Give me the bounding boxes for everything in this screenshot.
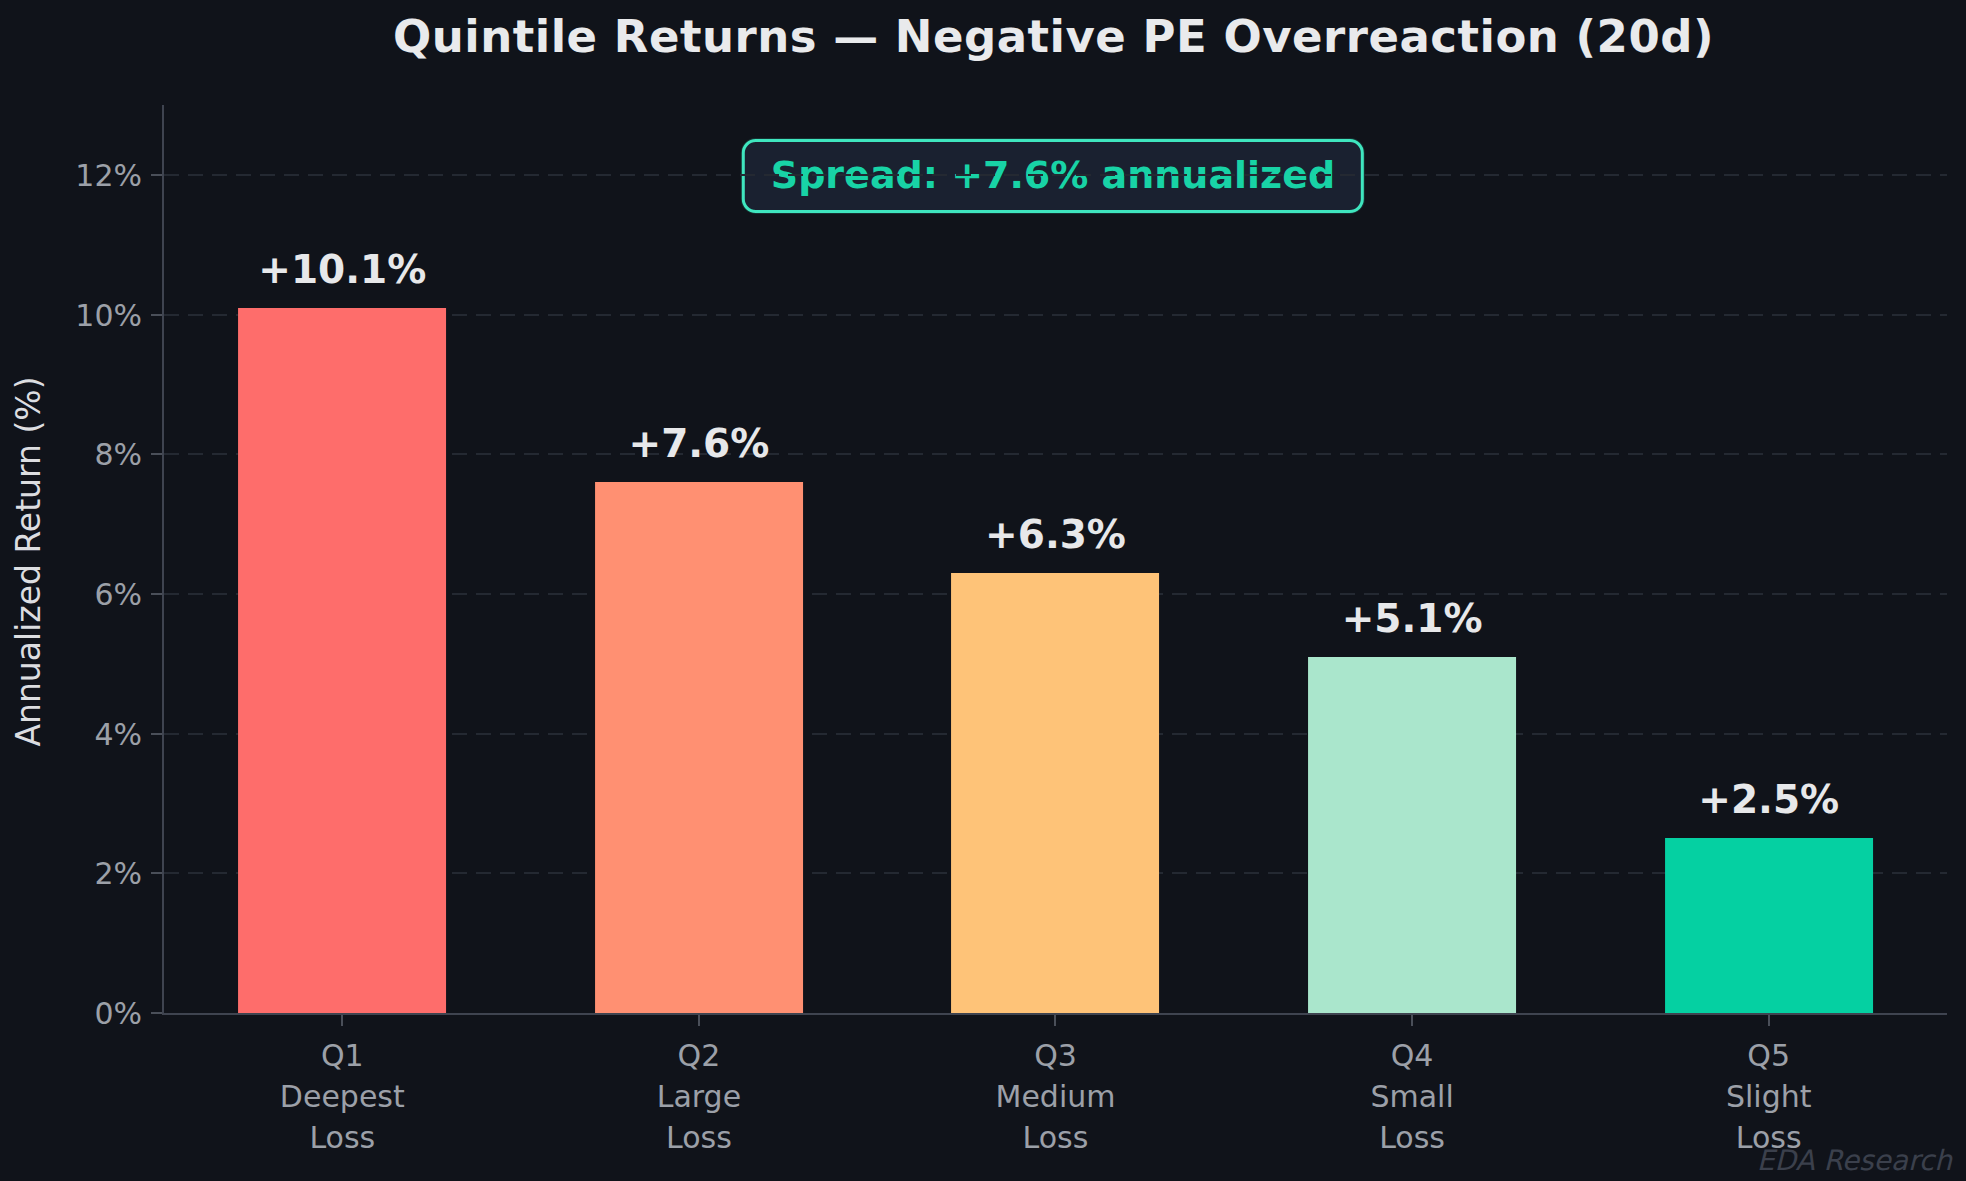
y-tick-mark-4 bbox=[151, 733, 162, 735]
x-tick-mark-q5 bbox=[1768, 1015, 1770, 1026]
bar-slot-q1: +10.1%Q1 Deepest Loss bbox=[164, 105, 521, 1013]
y-tick-label-12: 12% bbox=[75, 157, 142, 192]
bar-value-label-q2: +7.6% bbox=[628, 421, 769, 466]
watermark-text: EDA Research bbox=[1757, 1144, 1952, 1177]
y-tick-mark-12 bbox=[151, 174, 162, 176]
x-tick-label-q5: Q5 Slight Loss bbox=[1726, 1035, 1812, 1158]
x-tick-mark-q2 bbox=[698, 1015, 700, 1026]
x-tick-label-q3: Q3 Medium Loss bbox=[996, 1035, 1116, 1158]
y-tick-label-4: 4% bbox=[94, 716, 142, 751]
x-tick-label-q2: Q2 Large Loss bbox=[657, 1035, 741, 1158]
chart-canvas: Quintile Returns — Negative PE Overreact… bbox=[0, 0, 1966, 1181]
bar-q1 bbox=[238, 308, 446, 1013]
bar-value-label-q3: +6.3% bbox=[985, 512, 1126, 557]
plot-area: 0%2%4%6%8%10%12%+10.1%Q1 Deepest Loss+7.… bbox=[162, 105, 1947, 1015]
bar-value-label-q5: +2.5% bbox=[1698, 777, 1839, 822]
bar-slot-q5: +2.5%Q5 Slight Loss bbox=[1590, 105, 1947, 1013]
y-tick-label-8: 8% bbox=[94, 437, 142, 472]
y-tick-label-0: 0% bbox=[94, 996, 142, 1031]
bar-q2 bbox=[595, 482, 803, 1013]
y-tick-mark-0 bbox=[151, 1012, 162, 1014]
bar-value-label-q4: +5.1% bbox=[1342, 596, 1483, 641]
x-tick-mark-q4 bbox=[1411, 1015, 1413, 1026]
bar-q5 bbox=[1665, 838, 1873, 1013]
bar-slot-q4: +5.1%Q4 Small Loss bbox=[1234, 105, 1591, 1013]
chart-title: Quintile Returns — Negative PE Overreact… bbox=[162, 10, 1945, 63]
x-tick-label-q4: Q4 Small Loss bbox=[1370, 1035, 1453, 1158]
bar-q4 bbox=[1308, 657, 1516, 1013]
x-tick-mark-q3 bbox=[1054, 1015, 1056, 1026]
bar-q3 bbox=[952, 573, 1160, 1013]
y-tick-label-10: 10% bbox=[75, 297, 142, 332]
bar-slot-q3: +6.3%Q3 Medium Loss bbox=[877, 105, 1234, 1013]
y-tick-mark-10 bbox=[151, 314, 162, 316]
x-tick-label-q1: Q1 Deepest Loss bbox=[280, 1035, 405, 1158]
y-tick-mark-8 bbox=[151, 453, 162, 455]
y-tick-label-2: 2% bbox=[94, 856, 142, 891]
x-tick-mark-q1 bbox=[341, 1015, 343, 1026]
bar-slot-q2: +7.6%Q2 Large Loss bbox=[521, 105, 878, 1013]
y-tick-mark-2 bbox=[151, 872, 162, 874]
y-axis-title: Annualized Return (%) bbox=[9, 282, 48, 842]
bar-value-label-q1: +10.1% bbox=[258, 247, 426, 292]
y-tick-mark-6 bbox=[151, 593, 162, 595]
y-tick-label-6: 6% bbox=[94, 576, 142, 611]
